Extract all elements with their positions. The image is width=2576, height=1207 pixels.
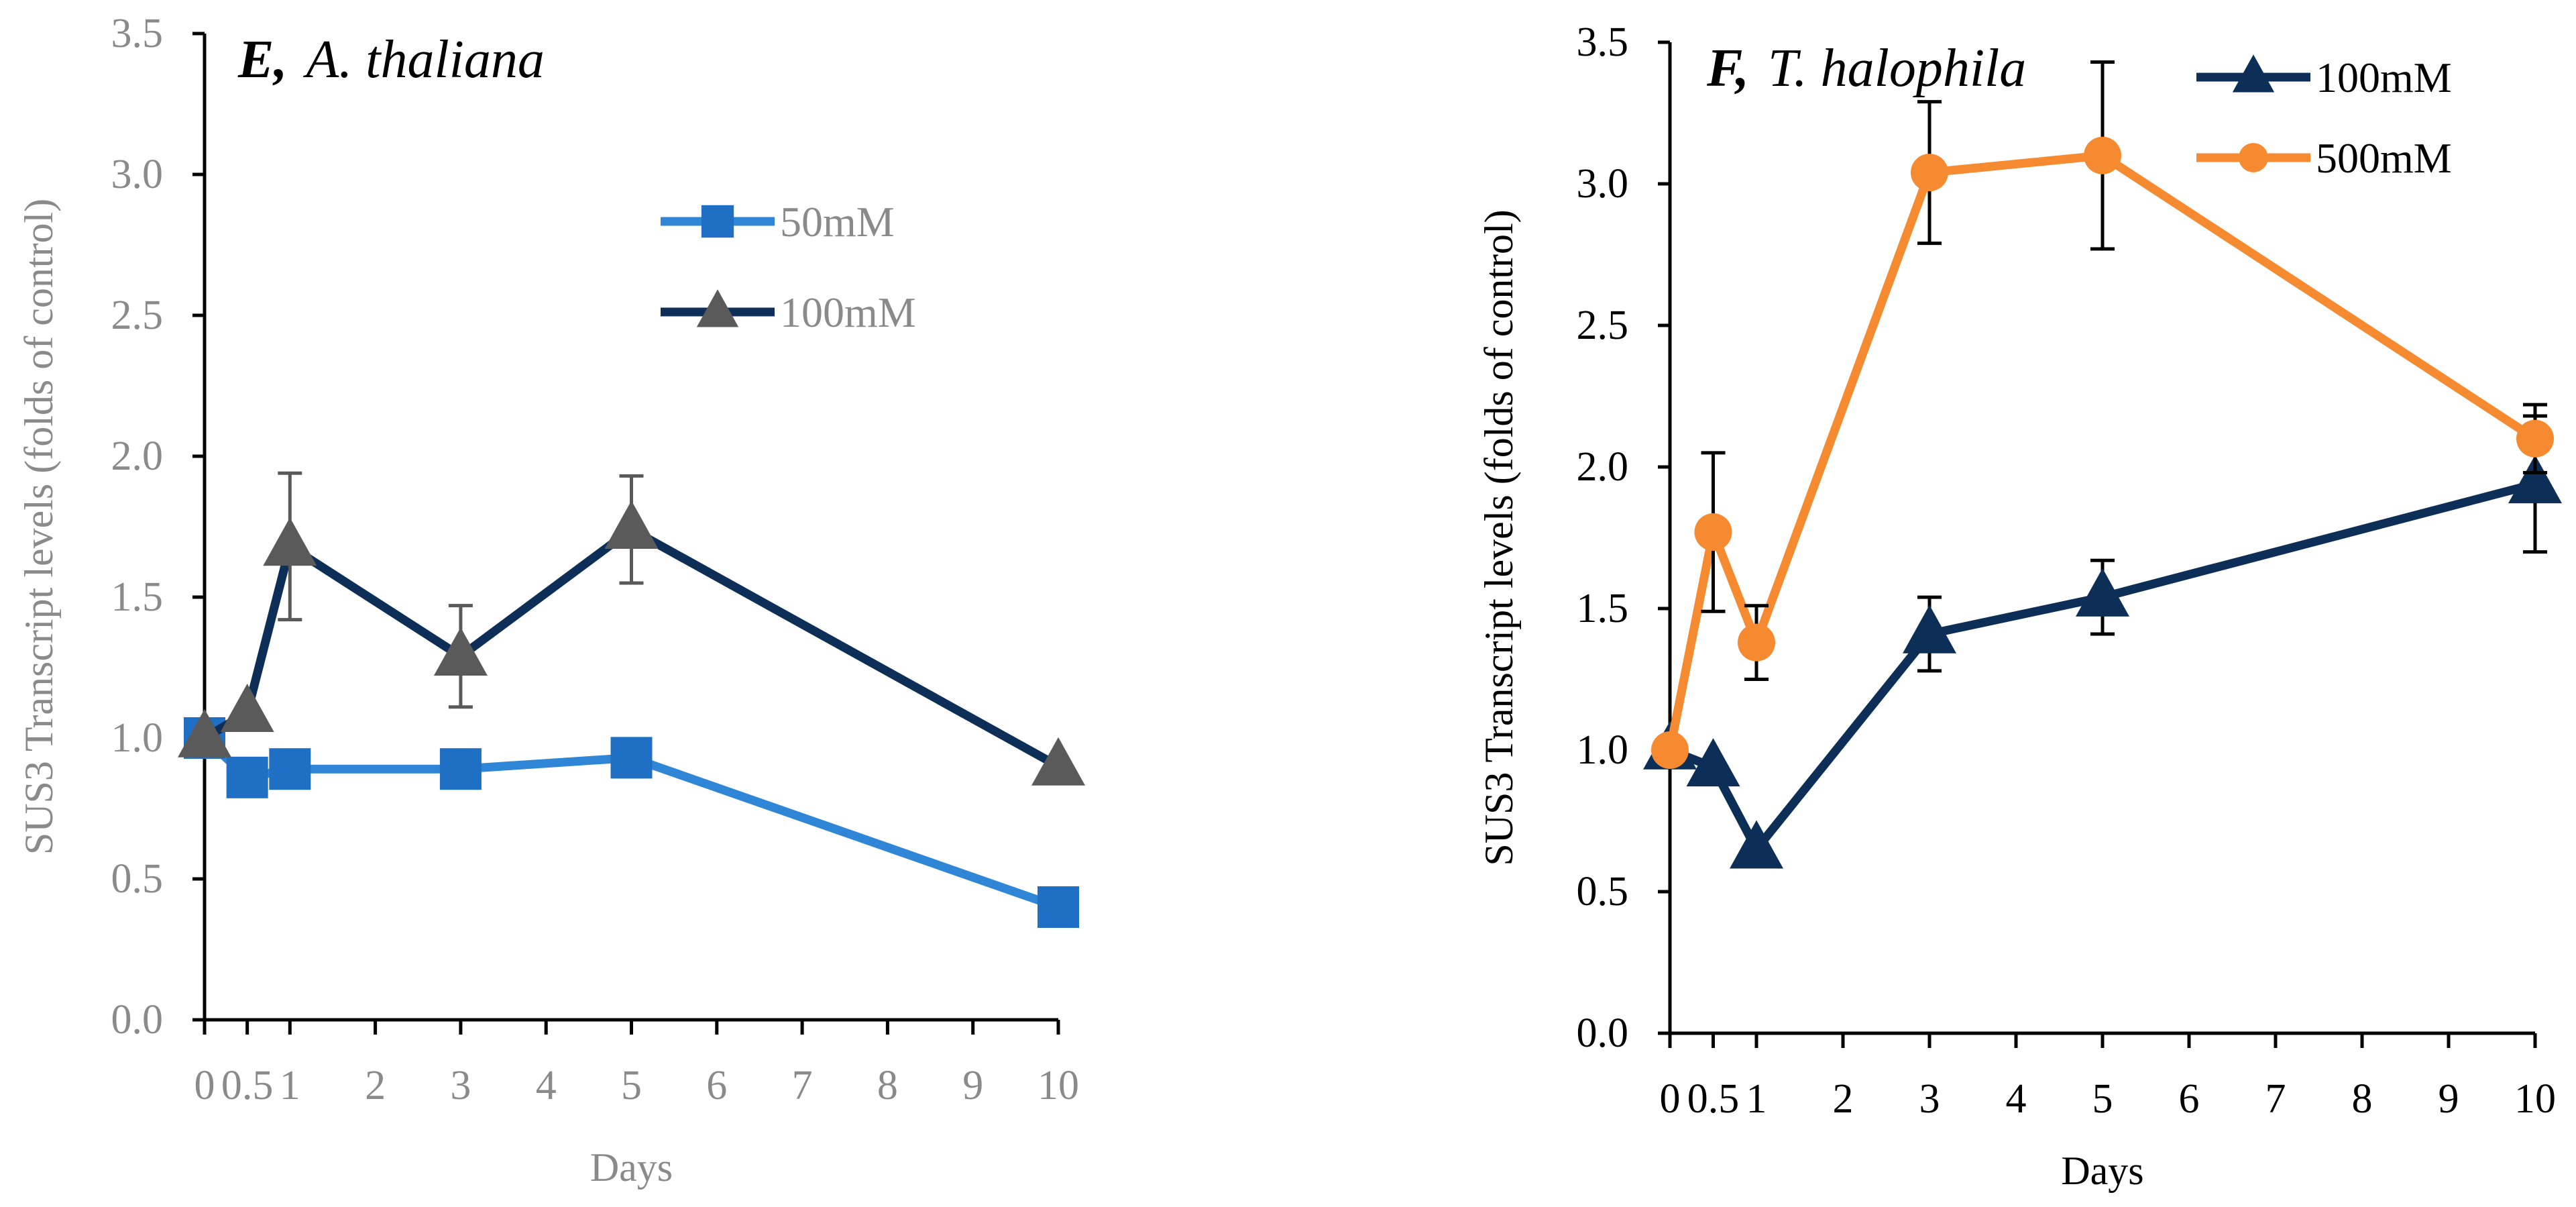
series-100mm bbox=[178, 471, 1085, 786]
x-axis-title: Days bbox=[590, 1145, 673, 1190]
x-axis-title: Days bbox=[2061, 1149, 2143, 1193]
x-tick-label: 4 bbox=[536, 1063, 557, 1108]
x-tick-label: 1 bbox=[280, 1063, 300, 1108]
x-tick-label: 3 bbox=[1919, 1076, 1940, 1122]
x-tick-label: 4 bbox=[2006, 1076, 2027, 1122]
x-tick-label: 7 bbox=[2265, 1076, 2286, 1122]
y-axis-title: SUS3 Transcript levels (folds of control… bbox=[17, 199, 61, 855]
y-tick-label: 3.0 bbox=[111, 152, 164, 197]
x-tick-label: 5 bbox=[621, 1063, 642, 1108]
legend-label: 100mM bbox=[2316, 54, 2452, 101]
y-tick-label: 0.5 bbox=[111, 856, 164, 902]
data-point-circle bbox=[1738, 623, 1775, 662]
y-tick-label: 3.5 bbox=[111, 11, 164, 56]
x-tick-label: 0.5 bbox=[221, 1063, 274, 1108]
data-point-triangle bbox=[1903, 605, 1956, 653]
legend-label: 50mM bbox=[780, 198, 895, 246]
x-tick-label: 1 bbox=[1746, 1076, 1767, 1122]
data-point-triangle bbox=[604, 501, 659, 549]
legend-label: 100mM bbox=[780, 288, 916, 336]
legend-marker-square bbox=[701, 205, 734, 238]
legend-marker-triangle bbox=[2232, 54, 2275, 93]
x-tick-label: 2 bbox=[365, 1063, 386, 1108]
x-tick-label: 5 bbox=[2092, 1076, 2113, 1122]
data-point-triangle bbox=[1686, 738, 1740, 787]
panel-title: F, T. halophila bbox=[1706, 39, 2026, 98]
x-tick-label: 8 bbox=[2352, 1076, 2373, 1122]
x-tick-label: 2 bbox=[1833, 1076, 1854, 1122]
legend-marker-triangle bbox=[696, 289, 739, 327]
data-point-circle bbox=[1911, 154, 1948, 192]
data-point-circle bbox=[1694, 513, 1732, 552]
y-tick-label: 2.5 bbox=[111, 293, 164, 338]
data-point-square bbox=[269, 748, 311, 790]
legend-entry: 100mM bbox=[2196, 54, 2452, 101]
x-tick-label: 6 bbox=[706, 1063, 727, 1108]
chart-arabidopsis: 0.00.51.01.52.02.53.03.50 0.5 1 2 3 4 5 6 7 8 9 10S… bbox=[17, 11, 1085, 1190]
x-tick-label: 9 bbox=[962, 1063, 983, 1108]
data-point-triangle bbox=[1730, 820, 1783, 869]
x-tick-label: 3 bbox=[450, 1063, 471, 1108]
y-tick-label: 1.5 bbox=[111, 574, 164, 620]
legend-marker-circle bbox=[2239, 143, 2268, 172]
data-point-square bbox=[1038, 886, 1079, 928]
data-point-circle bbox=[1651, 731, 1689, 769]
series-100mm bbox=[1643, 414, 2562, 869]
y-tick-label: 3.5 bbox=[1577, 19, 1629, 65]
y-tick-label: 2.0 bbox=[111, 433, 164, 479]
y-tick-label: 0.0 bbox=[111, 997, 164, 1043]
data-point-square bbox=[610, 737, 653, 779]
series-line bbox=[1665, 151, 2538, 751]
data-point-triangle bbox=[220, 684, 274, 732]
x-tick-label: 7 bbox=[792, 1063, 813, 1108]
data-point-triangle bbox=[1031, 737, 1085, 786]
data-point-triangle bbox=[2508, 455, 2562, 504]
data-point-square bbox=[226, 756, 268, 798]
panel-species: T. halophila bbox=[1768, 39, 2026, 98]
x-tick-label: 6 bbox=[2179, 1076, 2200, 1122]
legend-label: 500mM bbox=[2316, 134, 2452, 182]
x-tick-label: 9 bbox=[2439, 1076, 2459, 1122]
y-tick-label: 3.0 bbox=[1577, 161, 1629, 207]
data-point-circle bbox=[2084, 136, 2121, 174]
series-50mm bbox=[184, 717, 1079, 928]
x-tick-label: 0 bbox=[1660, 1076, 1681, 1122]
legend-entry: 100mM bbox=[661, 288, 916, 336]
x-tick-label: 0 bbox=[194, 1063, 215, 1108]
legend-entry: 50mM bbox=[661, 198, 895, 246]
chart-thellungiella: 0.00.51.01.52.02.53.03.50 0.5 1 2 3 4 5 6 7 8 9 10S… bbox=[1477, 19, 2562, 1193]
y-tick-label: 2.0 bbox=[1577, 444, 1629, 490]
data-point-square bbox=[439, 748, 482, 790]
panel-label: F, bbox=[1706, 39, 1749, 98]
data-point-triangle bbox=[433, 627, 488, 676]
y-tick-label: 2.5 bbox=[1577, 303, 1629, 348]
series-line bbox=[1668, 480, 2536, 854]
y-tick-label: 0.5 bbox=[1577, 869, 1629, 914]
x-tick-label: 8 bbox=[877, 1063, 898, 1108]
data-point-triangle bbox=[2076, 568, 2129, 617]
data-point-circle bbox=[2516, 419, 2554, 458]
y-tick-label: 1.0 bbox=[1577, 727, 1629, 773]
panel-title: E, A. thaliana bbox=[237, 30, 545, 89]
data-point-triangle bbox=[178, 709, 231, 757]
data-point-triangle bbox=[263, 517, 317, 566]
x-tick-label: 10 bbox=[1038, 1063, 1079, 1108]
y-tick-label: 1.0 bbox=[111, 715, 164, 761]
x-tick-label: 10 bbox=[2514, 1076, 2556, 1122]
y-axis-title: SUS3 Transcript levels (folds of control… bbox=[1477, 209, 1521, 865]
x-tick-label: 0.5 bbox=[1687, 1076, 1740, 1122]
y-tick-label: 0.0 bbox=[1577, 1010, 1629, 1056]
panel-label: E, bbox=[237, 30, 287, 89]
legend-entry: 500mM bbox=[2196, 134, 2452, 182]
series-500mm bbox=[1651, 60, 2554, 769]
panel-species: A. thaliana bbox=[302, 30, 545, 89]
y-tick-label: 1.5 bbox=[1577, 586, 1629, 631]
